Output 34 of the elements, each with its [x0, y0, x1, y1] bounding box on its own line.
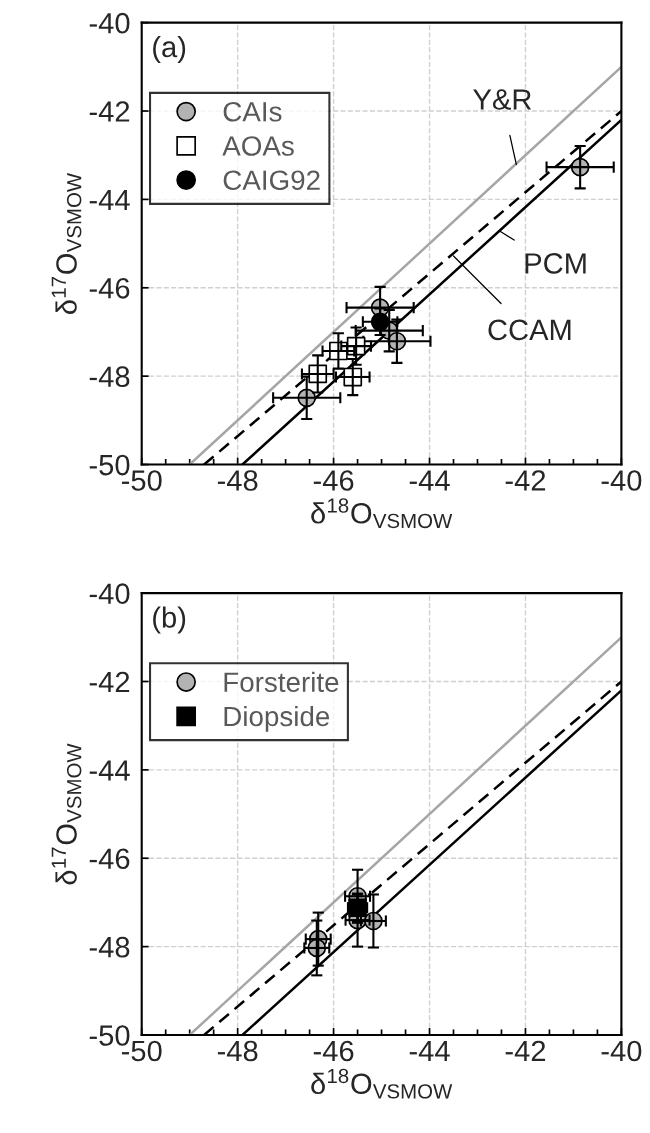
legend-label: AOAs — [222, 136, 294, 156]
x-tick-label: -40 — [601, 1040, 642, 1062]
y-tick-label: -42 — [89, 671, 130, 693]
annotation: PCM — [525, 253, 586, 274]
legend-label: CAIs — [223, 101, 282, 122]
x-axis-title: δ$^{18}$O$_{VSMOW}$ — [311, 1068, 453, 1099]
x-tick-label: -40 — [601, 470, 642, 491]
y-tick-label: -46 — [89, 277, 130, 299]
annotation: (b) — [153, 606, 186, 634]
x-tick-label: -44 — [409, 1040, 450, 1061]
y-axis-title: δ$^{17}$O$_{VSMOW}$ — [51, 172, 82, 314]
x-tick-label: -48 — [217, 470, 258, 491]
x-tick-label: -46 — [313, 470, 354, 491]
y-axis-title: δ$^{17}$O$_{VSMOW}$ — [51, 743, 82, 885]
annotation: CCAM — [488, 319, 571, 341]
x-tick-label: -42 — [505, 470, 546, 491]
annotation: Y&R — [473, 89, 532, 110]
legend-label: Diopside — [224, 705, 330, 732]
legend-label: CAIG92 — [223, 170, 320, 191]
x-tick-label: -42 — [505, 1040, 546, 1061]
x-tick-label: -44 — [409, 470, 450, 491]
y-tick-label: -42 — [89, 101, 130, 122]
y-tick-label: -48 — [89, 366, 130, 388]
y-tick-label: -44 — [89, 189, 130, 210]
x-tick-label: -48 — [217, 1040, 258, 1062]
y-tick-label: -46 — [89, 848, 130, 870]
annotation: (a) — [153, 35, 186, 64]
y-tick-label: -40 — [89, 583, 130, 604]
y-tick-label: -48 — [89, 936, 130, 958]
x-axis-title: δ$^{18}$O$_{VSMOW}$ — [311, 498, 453, 529]
y-tick-label: -44 — [89, 760, 130, 781]
legend-label: Forsterite — [224, 671, 339, 693]
y-tick-label: -40 — [89, 12, 130, 34]
x-tick-label: -46 — [313, 1040, 354, 1062]
